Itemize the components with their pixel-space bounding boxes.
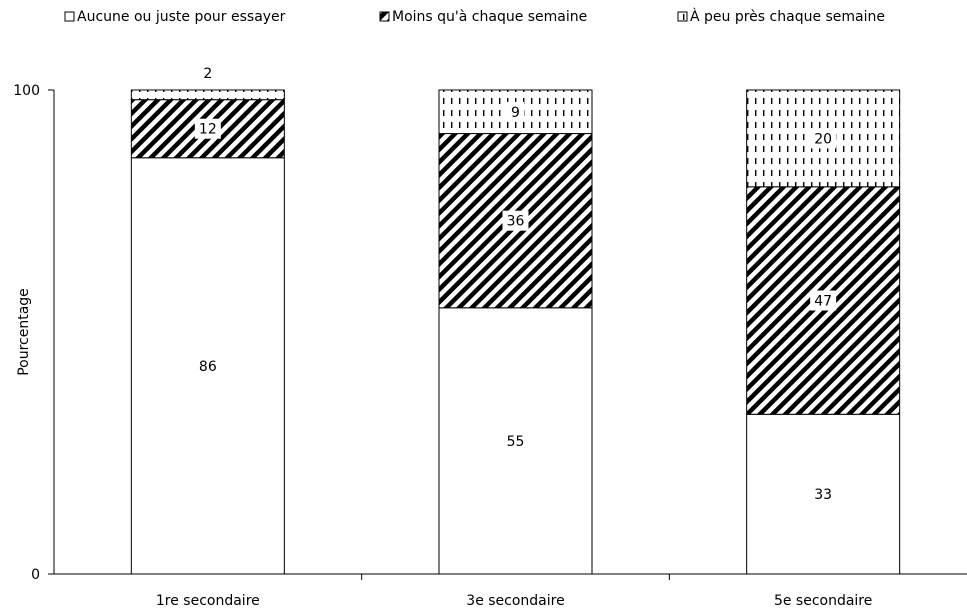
bar-segment bbox=[746, 413, 901, 575]
data-label: 55 bbox=[507, 434, 525, 450]
x-tick-label: 5e secondaire bbox=[774, 593, 872, 609]
legend-swatch-1 bbox=[64, 11, 75, 22]
legend-label-2: Moins qu'à chaque semaine bbox=[392, 9, 587, 25]
legend-swatch-3 bbox=[677, 11, 688, 22]
data-label-background bbox=[507, 101, 524, 122]
y-tick-label: 100 bbox=[13, 83, 40, 99]
legend-item-2: Moins qu'à chaque semaine bbox=[379, 9, 587, 25]
data-label: 12 bbox=[199, 122, 217, 138]
data-label: 47 bbox=[814, 294, 832, 310]
legend: Aucune ou juste pour essayer Moins qu'à … bbox=[64, 8, 885, 25]
legend-swatch-2 bbox=[379, 11, 390, 22]
y-tick-label: 0 bbox=[31, 567, 40, 583]
data-label: 36 bbox=[507, 214, 525, 230]
bars: 86 12 2 55 36 9 33 47 20 bbox=[130, 66, 901, 575]
legend-label-3: À peu près chaque semaine bbox=[690, 8, 885, 25]
bar-segment bbox=[438, 307, 593, 575]
x-tick-labels: 1re secondaire 3e secondaire 5e secondaire bbox=[156, 593, 872, 609]
legend-item-1: Aucune ou juste pour essayer bbox=[64, 9, 286, 25]
data-label: 9 bbox=[511, 105, 520, 121]
data-label: 2 bbox=[203, 66, 212, 82]
y-axis-label: Pourcentage bbox=[16, 288, 32, 376]
data-label-background bbox=[194, 118, 221, 139]
data-label: 33 bbox=[814, 487, 832, 503]
x-tick-label: 1re secondaire bbox=[156, 593, 260, 609]
bar-segment bbox=[130, 157, 285, 575]
x-tick-label: 3e secondaire bbox=[466, 593, 564, 609]
legend-label-1: Aucune ou juste pour essayer bbox=[77, 9, 286, 25]
bar-segment bbox=[130, 89, 285, 101]
data-label-background bbox=[810, 128, 837, 149]
data-label-background bbox=[810, 290, 837, 311]
ticks: 0 100 bbox=[13, 83, 670, 583]
data-label-background bbox=[502, 210, 529, 231]
data-label: 20 bbox=[814, 131, 832, 147]
legend-item-3: À peu près chaque semaine bbox=[677, 8, 885, 25]
data-label: 86 bbox=[199, 359, 217, 375]
